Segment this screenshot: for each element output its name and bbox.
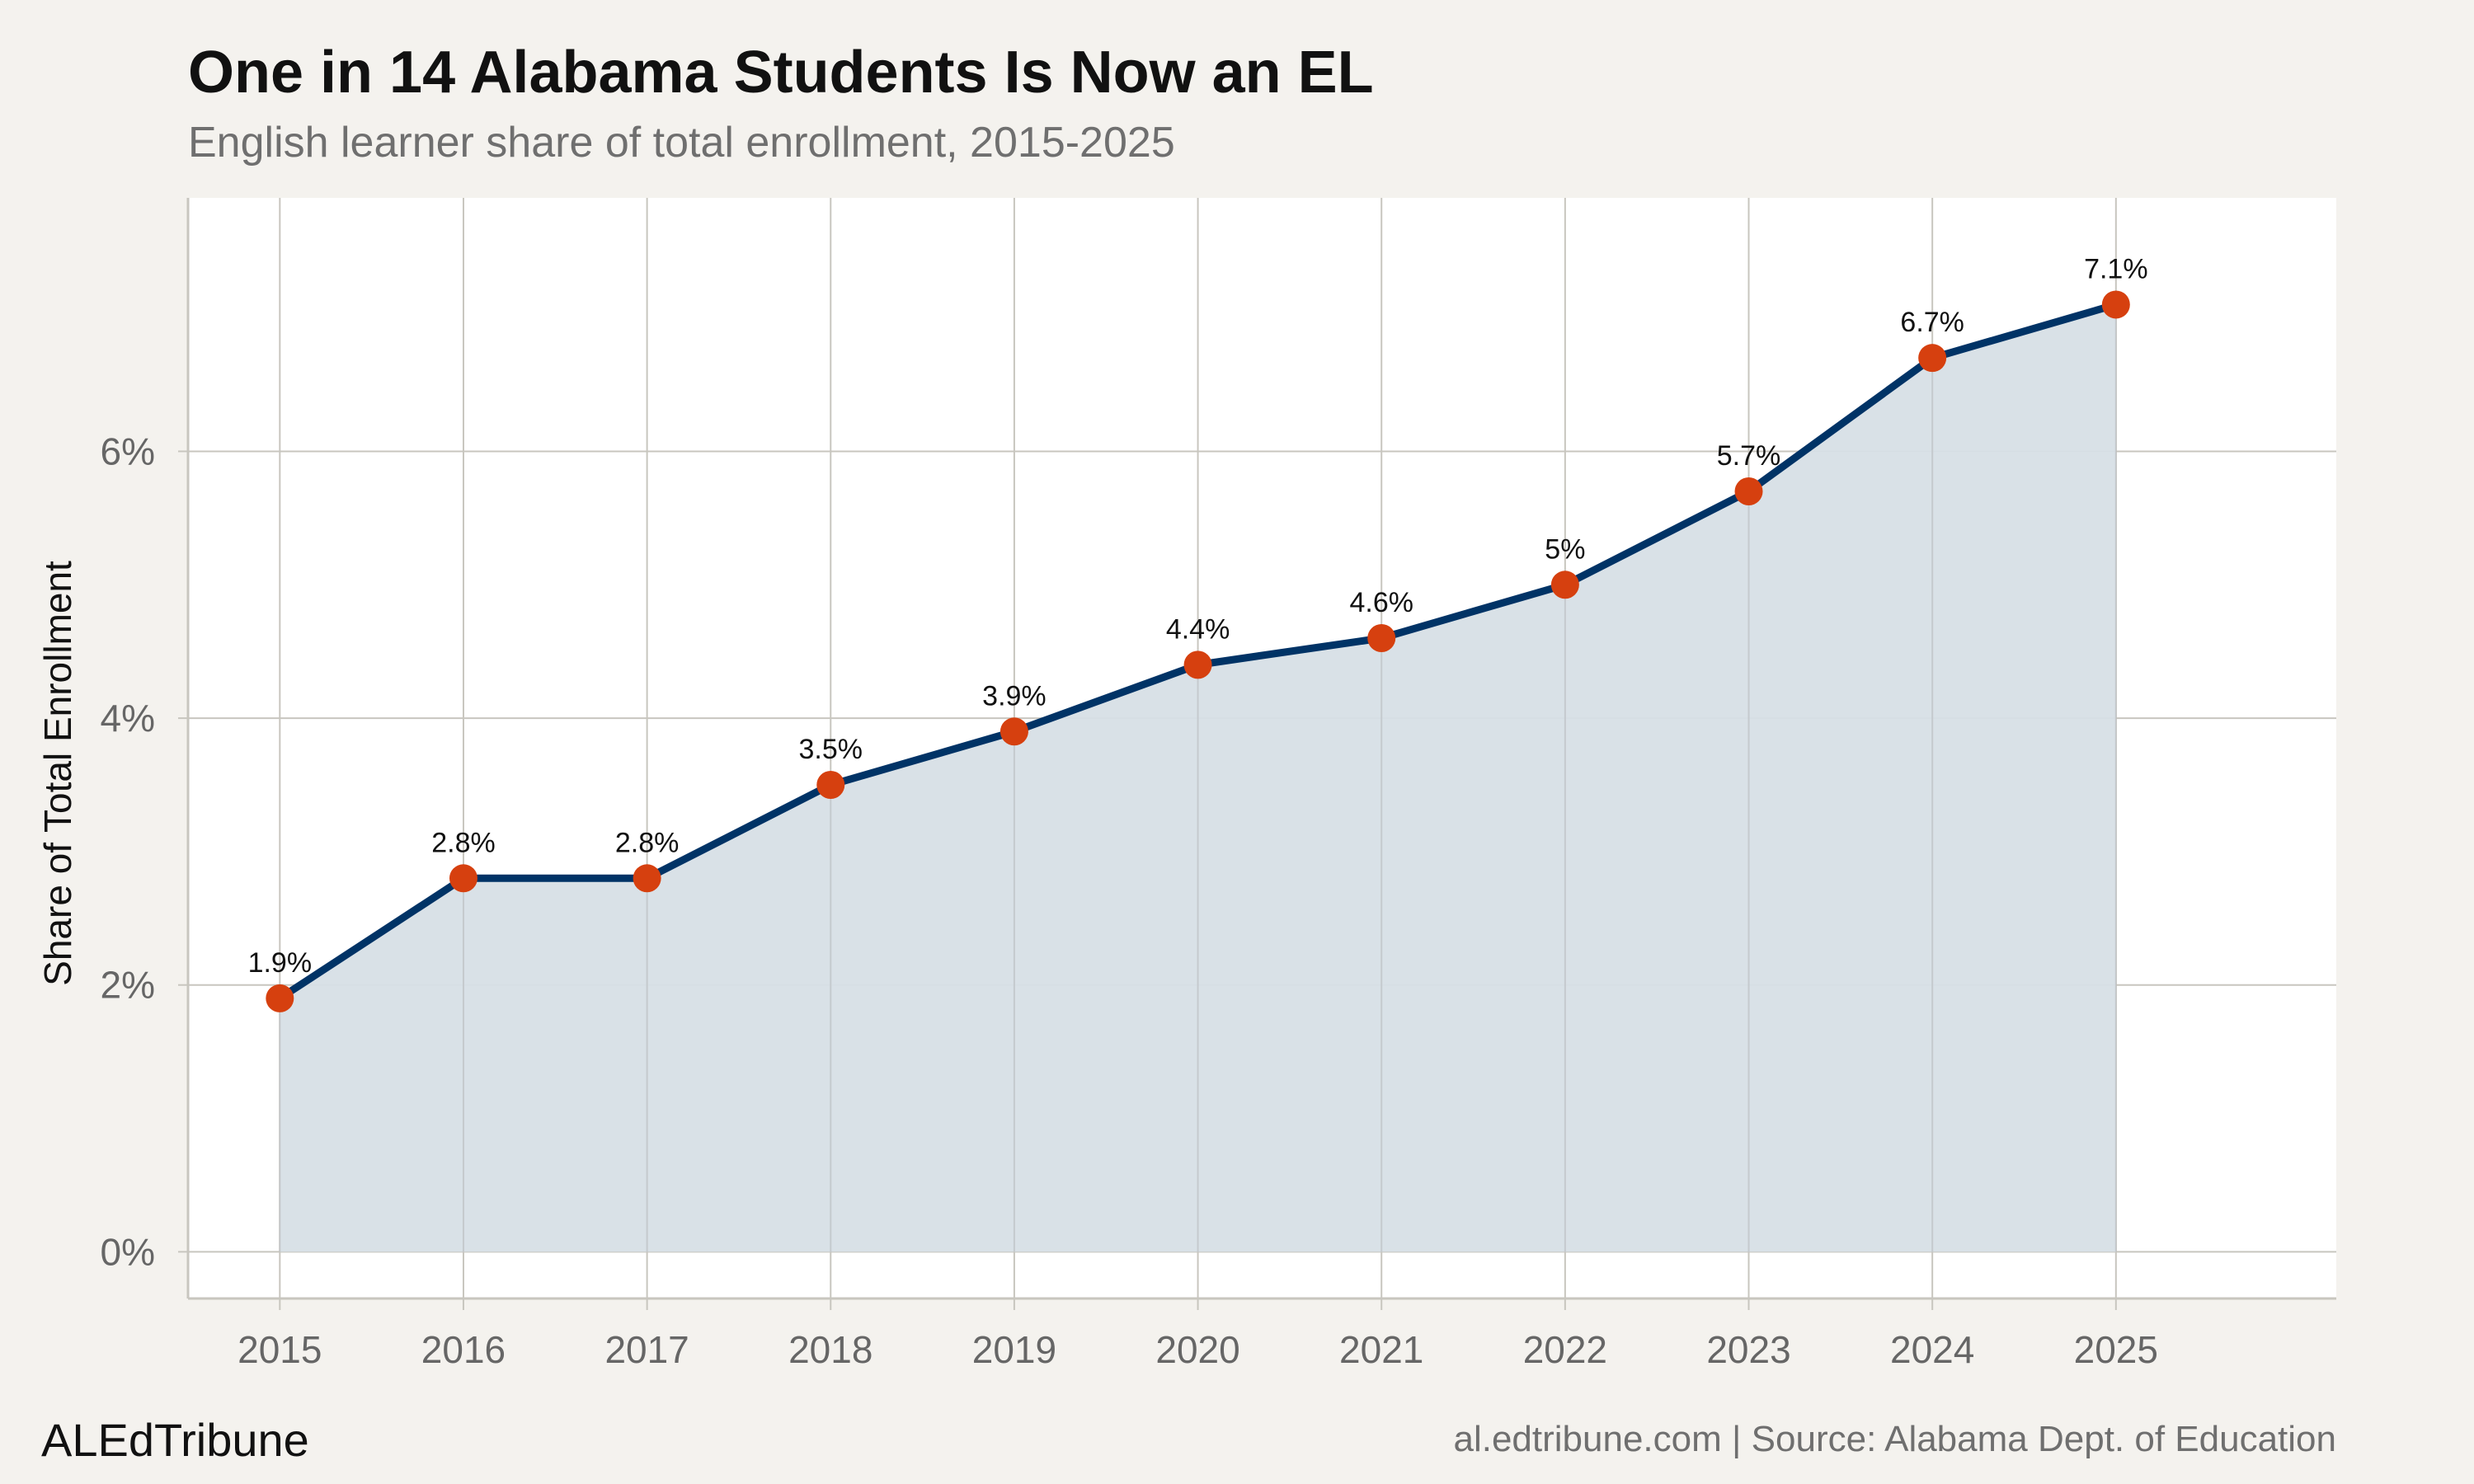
chart-subtitle: English learner share of total enrollmen… xyxy=(188,119,1175,167)
y-tick-label: 2% xyxy=(101,964,155,1007)
point-layer xyxy=(266,290,2130,1012)
data-point xyxy=(266,984,294,1012)
x-tick-label: 2025 xyxy=(2074,1328,2158,1371)
data-point xyxy=(999,717,1028,746)
x-tick-label: 2018 xyxy=(788,1328,872,1371)
data-label: 3.5% xyxy=(799,734,863,765)
data-label: 5% xyxy=(1545,533,1585,565)
data-label: 2.8% xyxy=(431,827,496,858)
data-label: 2.8% xyxy=(615,827,680,858)
x-tick-label: 2015 xyxy=(238,1328,322,1371)
label-layer: 1.9% 2.8% 2.8% 3.5% 3.9% 4.4% 4.6% 5% 5.7% 6.7% 7.… xyxy=(248,253,2148,978)
y-tick-label: 0% xyxy=(101,1230,155,1273)
data-point xyxy=(816,771,845,799)
data-label: 4.6% xyxy=(1349,587,1413,618)
data-point xyxy=(633,864,661,893)
footer-source: al.edtribune.com | Source: Alabama Dept.… xyxy=(1453,1419,2336,1459)
x-tick-label: 2023 xyxy=(1706,1328,1790,1371)
data-label: 6.7% xyxy=(1900,307,1964,338)
footer-brand: ALEdTribune xyxy=(41,1414,309,1466)
x-tick-label: 2024 xyxy=(1890,1328,1974,1371)
data-point xyxy=(1918,344,1947,373)
y-axis-title: Share of Total Enrollment xyxy=(36,561,79,986)
data-label: 3.9% xyxy=(982,680,1047,711)
tick-layer: 0% 2% 4% 6% 2015 2016 2017 2018 2019 2020 2021 2022… xyxy=(101,430,2158,1371)
x-tick-label: 2017 xyxy=(604,1328,689,1371)
data-point xyxy=(1550,571,1579,599)
data-point xyxy=(1183,650,1212,679)
data-label: 1.9% xyxy=(248,947,313,979)
data-point xyxy=(1734,477,1763,505)
x-tick-label: 2019 xyxy=(972,1328,1056,1371)
data-label: 7.1% xyxy=(2084,253,2148,284)
data-point xyxy=(449,864,477,893)
x-tick-label: 2020 xyxy=(1155,1328,1239,1371)
data-point xyxy=(2101,290,2130,319)
data-label: 5.7% xyxy=(1717,440,1781,472)
chart-title: One in 14 Alabama Students Is Now an EL xyxy=(188,40,1374,106)
y-tick-label: 4% xyxy=(101,697,155,740)
axis-layer xyxy=(178,198,2336,1310)
x-tick-label: 2022 xyxy=(1523,1328,1607,1371)
y-tick-label: 6% xyxy=(101,430,155,472)
data-label: 4.4% xyxy=(1166,613,1230,645)
x-tick-label: 2021 xyxy=(1339,1328,1423,1371)
data-point xyxy=(1367,624,1396,652)
x-tick-label: 2016 xyxy=(421,1328,506,1371)
